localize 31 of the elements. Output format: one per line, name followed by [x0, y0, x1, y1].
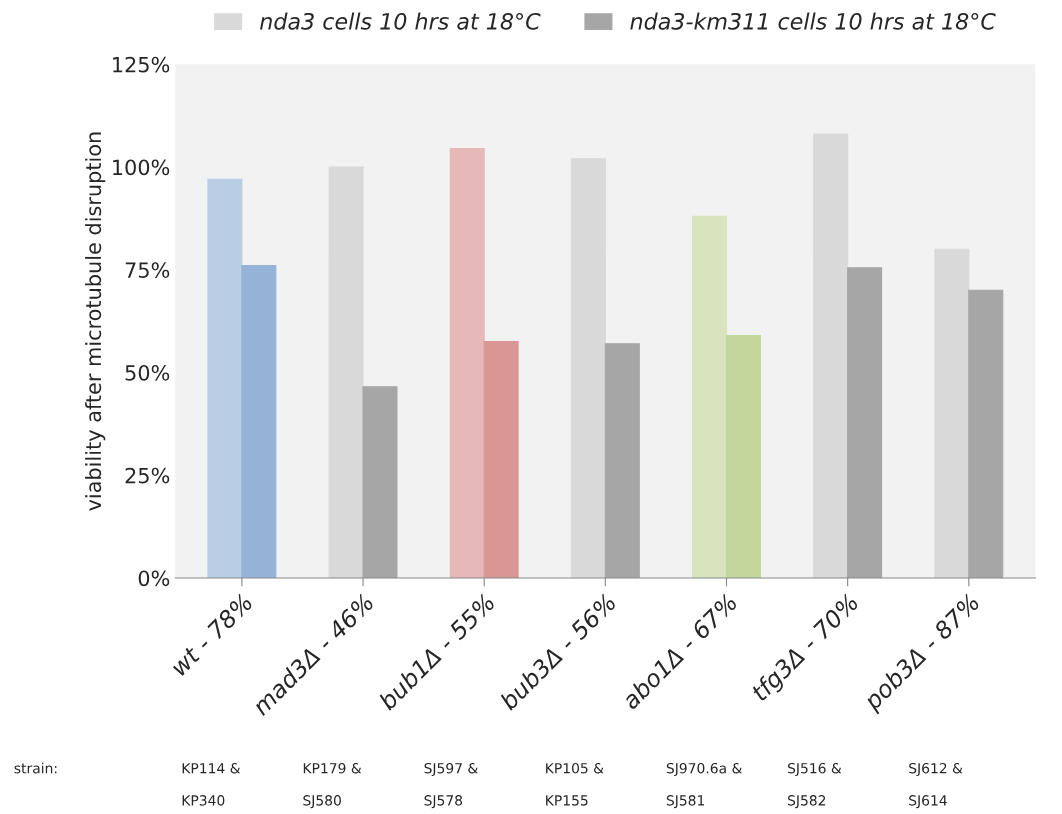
bar — [362, 386, 398, 578]
y-tick-label: 25% — [125, 467, 170, 484]
y-axis-title: viability after microtubule disruption — [85, 132, 106, 511]
legend-label: nda3 cells 10 hrs at 18°C — [260, 12, 541, 30]
bar — [604, 343, 640, 578]
text: SJ516 & SJ582 — [787, 762, 842, 809]
y-tick-label: 125% — [113, 56, 170, 73]
text: KP114 & KP340 — [182, 762, 241, 806]
bar — [813, 133, 849, 578]
text: strain: — [14, 762, 57, 774]
bar — [968, 289, 1004, 578]
y-tick-label: 50% — [125, 364, 170, 381]
text: SJ612 & SJ614 — [909, 762, 963, 809]
y-tick-label: 0% — [138, 570, 170, 587]
y-tick-label: 75% — [125, 262, 170, 278]
bar — [934, 248, 970, 578]
text: SJ970.6a & SJ581 — [666, 762, 742, 809]
bar — [847, 267, 883, 578]
bar — [207, 178, 243, 578]
bar — [328, 166, 364, 578]
bar — [692, 215, 728, 578]
text: SJ597 & SJ578 — [424, 762, 478, 809]
bar — [570, 158, 606, 578]
bar — [483, 341, 519, 578]
text: KP105 & KP155 — [546, 762, 604, 806]
y-tick-label: 100% — [113, 159, 170, 176]
text: KP179 & SJ580 — [303, 762, 362, 809]
bar — [725, 334, 761, 578]
legend-label: nda3-km311 cells 10 hrs at 18°C — [630, 12, 996, 30]
bar — [449, 147, 485, 578]
bar — [241, 265, 277, 578]
